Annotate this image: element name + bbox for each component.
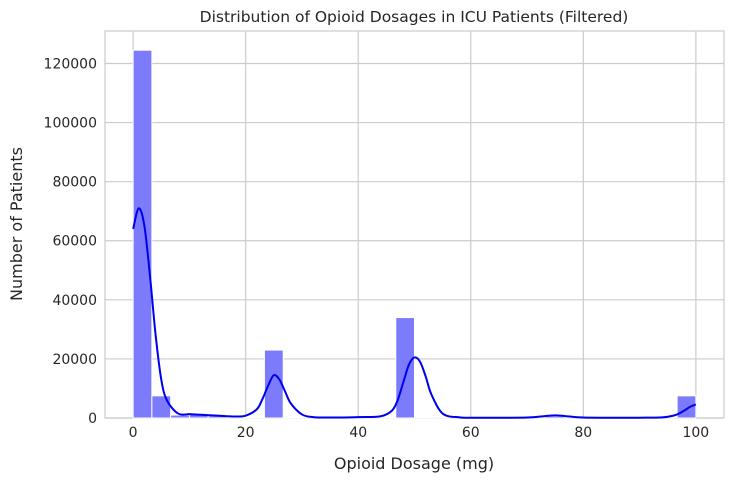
- x-tick-label: 60: [462, 425, 480, 441]
- y-tick-label: 120000: [44, 56, 97, 72]
- histogram-bar: [264, 350, 283, 418]
- y-tick-label: 80000: [52, 175, 97, 191]
- x-tick-label: 40: [349, 425, 367, 441]
- chart-title: Distribution of Opioid Dosages in ICU Pa…: [200, 8, 629, 26]
- histogram-bar: [283, 417, 302, 418]
- x-tick-label: 100: [682, 425, 709, 441]
- histogram-bar: [677, 396, 696, 418]
- histogram-bar: [152, 396, 171, 418]
- histogram-bar: [171, 415, 190, 418]
- y-tick-label: 100000: [44, 116, 97, 132]
- y-tick-label: 20000: [52, 352, 97, 368]
- y-tick-label: 0: [88, 411, 97, 427]
- x-axis-title: Opioid Dosage (mg): [334, 454, 494, 473]
- y-axis-title: Number of Patients: [7, 147, 26, 301]
- y-tick-label: 40000: [52, 293, 97, 309]
- histogram-bar: [133, 50, 152, 418]
- x-tick-label: 80: [574, 425, 592, 441]
- histogram-bar: [246, 417, 265, 418]
- x-tick-label: 20: [237, 425, 255, 441]
- x-tick-label: 0: [129, 425, 138, 441]
- y-tick-label: 60000: [52, 234, 97, 250]
- histogram-bar: [396, 318, 415, 418]
